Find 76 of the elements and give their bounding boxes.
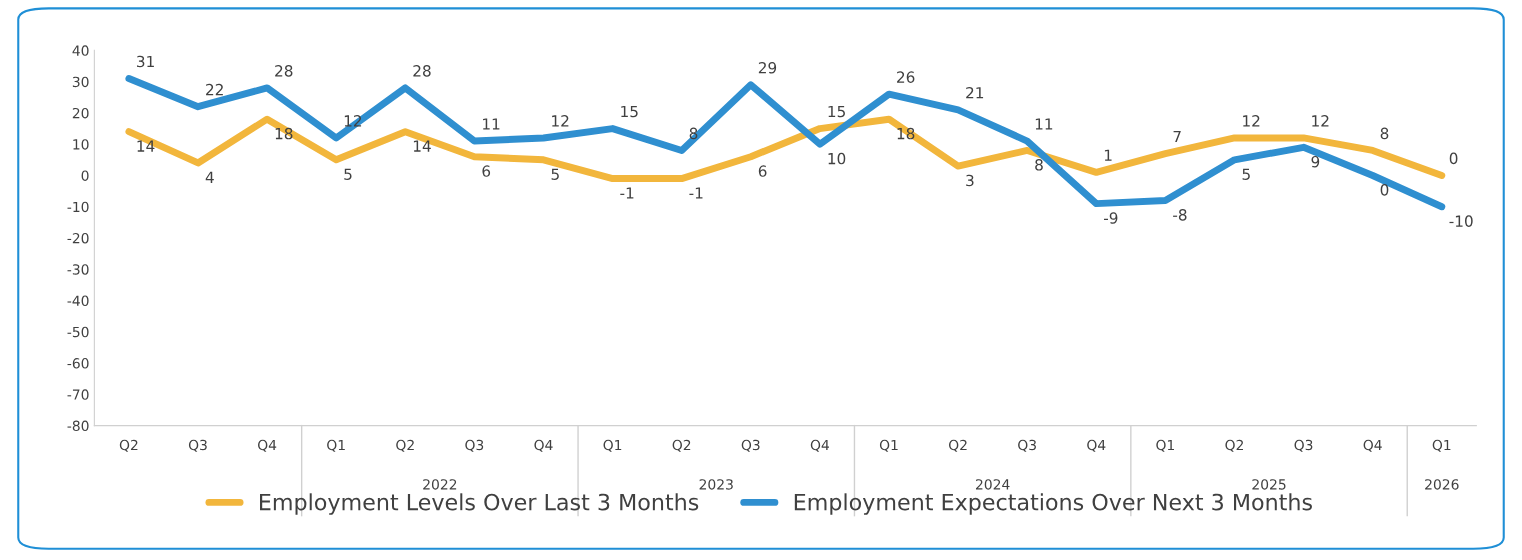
y-tick-label: 10 — [73, 139, 89, 150]
y-tick-label: 20 — [72, 107, 89, 119]
data-label: 5 — [551, 168, 559, 180]
y-tick-label: 30 — [72, 76, 89, 88]
x-tick-label: Q2 — [396, 439, 414, 452]
text: 2025 — [1252, 479, 1286, 490]
x-tick-label: Q3 — [1294, 439, 1313, 452]
data-label: -10 — [1449, 215, 1473, 227]
legend-label: Employment Levels Over Last 3 Months — [260, 493, 699, 515]
data-label: 12 — [1312, 115, 1329, 127]
data-label: 8 — [1035, 159, 1043, 171]
data-label: 0 — [1449, 152, 1458, 165]
y-tick-label: 40 — [72, 45, 89, 56]
y-tick-label: -10 — [67, 201, 89, 213]
y-tick-label: -20 — [67, 232, 89, 244]
data-label: -9 — [1103, 212, 1118, 224]
x-tick-label: Q2 — [672, 439, 691, 452]
data-label: 9 — [1311, 155, 1320, 168]
data-label: 1 — [1104, 149, 1112, 161]
y-tick-label: -60 — [67, 358, 89, 369]
y-tick-label: -40 — [67, 295, 89, 307]
data-label: 29 — [758, 61, 777, 74]
x-tick-label: Q3 — [188, 439, 207, 452]
data-label: 15 — [621, 105, 638, 118]
data-label: 5 — [344, 168, 352, 180]
data-label: 12 — [1243, 115, 1260, 127]
x-tick-label: Q4 — [1087, 439, 1106, 452]
x-tick-label: Q1 — [879, 439, 898, 452]
data-label: 4 — [205, 171, 214, 183]
data-label: 6 — [758, 165, 767, 177]
data-label: 5 — [1242, 168, 1250, 180]
data-label: 12 — [552, 115, 569, 127]
x-tick-label: Q4 — [1363, 439, 1382, 452]
data-label: 8 — [1380, 127, 1389, 140]
data-label: 14 — [137, 140, 155, 152]
x-tick-label: Q2 — [1225, 439, 1243, 452]
x-tick-label: Q4 — [258, 439, 277, 452]
data-label: 10 — [828, 152, 846, 165]
data-label: 6 — [482, 165, 491, 177]
data-label: 22 — [206, 83, 223, 96]
x-tick-label: Q3 — [741, 439, 760, 452]
x-tick-label: Q3 — [1018, 439, 1036, 452]
legend-label: Employment Expectations Over Next 3 Months — [794, 493, 1312, 515]
x-tick-label: Q4 — [534, 439, 553, 452]
x-tick-label: Q1 — [1156, 439, 1174, 452]
data-label: 26 — [897, 71, 915, 83]
data-label: 14 — [413, 140, 431, 152]
x-tick-label: Q2 — [119, 439, 138, 452]
text: 2022 — [423, 479, 457, 490]
data-label: 0 — [1380, 184, 1389, 196]
x-tick-label: Q4 — [810, 439, 830, 452]
x-tick-label: Q2 — [948, 439, 967, 452]
y-tick-label: -30 — [67, 264, 89, 275]
data-label: -1 — [689, 187, 703, 199]
data-label: 11 — [1035, 118, 1053, 130]
text: 2026 — [1425, 479, 1459, 490]
x-tick-label: Q1 — [1432, 439, 1451, 452]
y-tick-label: -50 — [67, 326, 89, 338]
x-tick-label: Q1 — [603, 439, 622, 452]
data-label: 21 — [966, 86, 984, 99]
data-label: 28 — [275, 65, 293, 77]
data-label: 28 — [413, 65, 431, 77]
data-label: 3 — [966, 174, 974, 187]
text: 2023 — [699, 479, 733, 490]
x-tick-label: Q3 — [465, 439, 484, 452]
y-tick-label: 0 — [81, 170, 89, 181]
data-label: 11 — [483, 118, 500, 130]
x-tick-label: Q1 — [327, 439, 345, 452]
data-label: -1 — [620, 187, 634, 199]
y-tick-label: -80 — [67, 420, 89, 432]
y-tick-label: -70 — [67, 389, 89, 400]
data-label: 31 — [137, 55, 154, 68]
data-label: 15 — [828, 105, 845, 118]
data-label: -8 — [1173, 209, 1187, 221]
text: 2024 — [975, 479, 1010, 490]
data-label: 7 — [1173, 130, 1181, 143]
